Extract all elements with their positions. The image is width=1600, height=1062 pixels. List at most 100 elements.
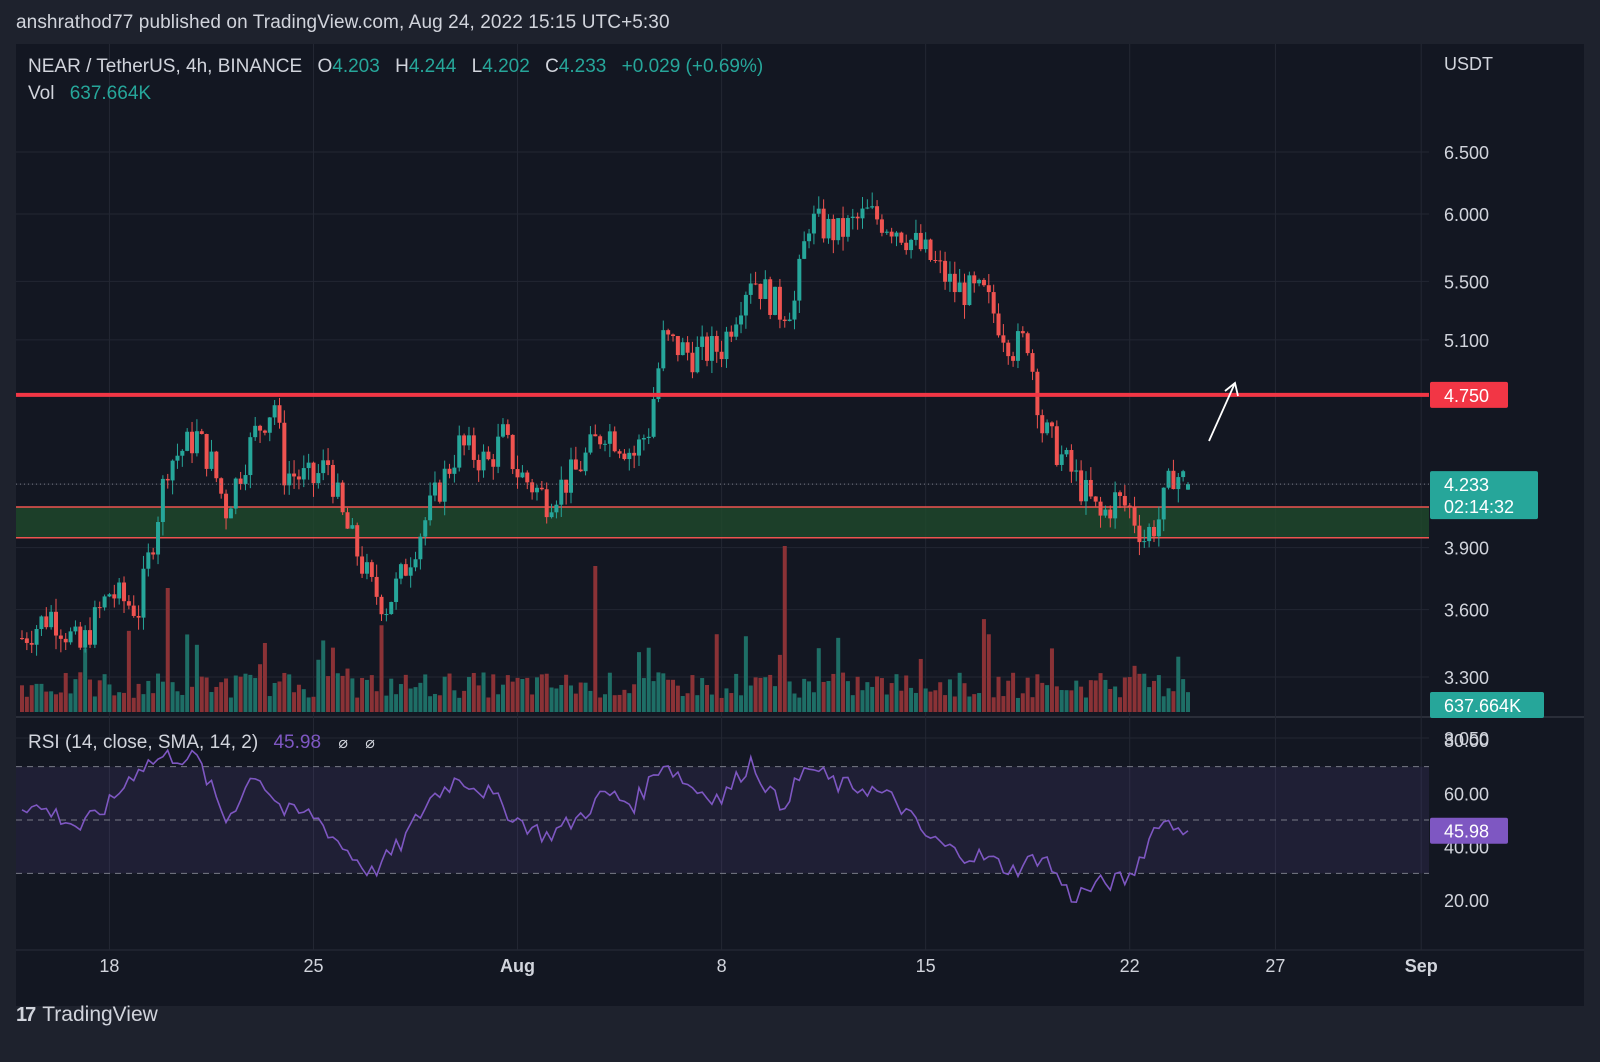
candle-body[interactable]	[34, 629, 39, 645]
candle-body[interactable]	[1040, 415, 1045, 434]
candle-body[interactable]	[559, 479, 564, 505]
candle-body[interactable]	[20, 638, 24, 640]
candle-body[interactable]	[476, 459, 481, 471]
candle-body[interactable]	[253, 425, 258, 438]
candle-body[interactable]	[1161, 487, 1166, 520]
visibility-icon[interactable]: ⌀	[365, 735, 375, 752]
candle-body[interactable]	[539, 487, 544, 490]
candle-body[interactable]	[151, 552, 156, 555]
candle-body[interactable]	[705, 336, 710, 361]
candle-body[interactable]	[1137, 525, 1142, 543]
candle-body[interactable]	[112, 594, 117, 599]
candle-body[interactable]	[1132, 506, 1137, 526]
candle-body[interactable]	[1006, 342, 1011, 357]
candle-body[interactable]	[481, 451, 486, 471]
candle-body[interactable]	[1054, 426, 1059, 465]
candle-body[interactable]	[398, 564, 403, 579]
candle-body[interactable]	[54, 611, 59, 636]
candle-body[interactable]	[748, 283, 753, 295]
candle-body[interactable]	[763, 279, 768, 299]
symbol-label[interactable]: NEAR / TetherUS, 4h, BINANCE	[28, 56, 303, 77]
candle-body[interactable]	[637, 439, 642, 456]
candle-body[interactable]	[938, 260, 943, 262]
candle-body[interactable]	[29, 642, 34, 645]
candle-body[interactable]	[695, 346, 700, 373]
candle-body[interactable]	[1108, 509, 1113, 519]
candle-body[interactable]	[986, 285, 991, 293]
candle-body[interactable]	[734, 324, 739, 337]
candle-body[interactable]	[442, 468, 447, 502]
candle-body[interactable]	[836, 218, 841, 241]
candle-body[interactable]	[967, 275, 972, 306]
candle-body[interactable]	[933, 259, 938, 261]
candle-body[interactable]	[845, 217, 850, 237]
candle-body[interactable]	[78, 626, 83, 648]
candle-body[interactable]	[175, 455, 180, 461]
candle-body[interactable]	[1147, 526, 1152, 542]
candle-body[interactable]	[860, 208, 865, 219]
candle-body[interactable]	[170, 460, 175, 481]
candle-body[interactable]	[330, 464, 335, 497]
candle-body[interactable]	[199, 431, 204, 435]
candle-body[interactable]	[617, 451, 622, 454]
candle-body[interactable]	[88, 630, 93, 645]
candle-body[interactable]	[1049, 422, 1054, 427]
candle-body[interactable]	[685, 342, 690, 353]
candle-body[interactable]	[544, 489, 549, 518]
candle-body[interactable]	[1011, 356, 1016, 361]
candle-body[interactable]	[1156, 519, 1161, 537]
candle-body[interactable]	[719, 351, 724, 360]
candle-body[interactable]	[437, 482, 442, 502]
candle-body[interactable]	[311, 462, 316, 484]
candle-body[interactable]	[816, 208, 821, 214]
candle-body[interactable]	[63, 638, 68, 643]
candle-body[interactable]	[651, 399, 656, 437]
chart-frame[interactable]: USDT 6.500 6.000 5.500 5.100 3.900 3.600 3.300 3…	[16, 44, 1584, 1006]
candle-body[interactable]	[918, 232, 923, 250]
candle-body[interactable]	[296, 476, 301, 480]
candle-body[interactable]	[850, 216, 855, 218]
candle-body[interactable]	[826, 218, 831, 239]
candle-body[interactable]	[739, 315, 744, 325]
candle-body[interactable]	[875, 206, 880, 220]
candle-body[interactable]	[345, 512, 350, 529]
candle-body[interactable]	[432, 482, 437, 496]
candle-body[interactable]	[962, 282, 967, 306]
candle-body[interactable]	[418, 536, 423, 560]
candle-body[interactable]	[675, 336, 680, 356]
candle-body[interactable]	[496, 436, 501, 467]
candle-body[interactable]	[588, 434, 593, 453]
candle-body[interactable]	[326, 460, 331, 465]
candle-body[interactable]	[180, 450, 185, 456]
candle-body[interactable]	[1069, 450, 1074, 472]
candle-body[interactable]	[525, 472, 530, 483]
candle-body[interactable]	[1064, 450, 1069, 455]
candle-body[interactable]	[1166, 470, 1171, 488]
candle-body[interactable]	[671, 334, 676, 337]
candle-body[interactable]	[758, 283, 763, 299]
candle-body[interactable]	[1079, 470, 1084, 502]
candle-body[interactable]	[1083, 479, 1088, 502]
candle-body[interactable]	[466, 435, 471, 446]
candle-body[interactable]	[238, 478, 243, 484]
candle-body[interactable]	[1117, 492, 1122, 496]
candle-body[interactable]	[224, 493, 229, 519]
candle-body[interactable]	[578, 469, 583, 472]
candle-body[interactable]	[1059, 454, 1064, 465]
resistance-price-badge[interactable]	[1430, 381, 1508, 408]
candle-body[interactable]	[491, 459, 496, 467]
candle-body[interactable]	[831, 218, 836, 241]
candle-body[interactable]	[952, 273, 957, 293]
candle-body[interactable]	[83, 630, 88, 648]
candle-body[interactable]	[943, 260, 948, 282]
candle-body[interactable]	[505, 424, 510, 435]
volume-badge[interactable]	[1430, 692, 1544, 718]
candle-body[interactable]	[190, 431, 195, 454]
candle-body[interactable]	[729, 331, 734, 337]
candle-body[interactable]	[1015, 331, 1020, 361]
candle-body[interactable]	[102, 596, 107, 608]
candle-body[interactable]	[262, 430, 267, 433]
candle-body[interactable]	[44, 616, 49, 628]
candle-body[interactable]	[1142, 541, 1147, 543]
candle-body[interactable]	[709, 336, 714, 361]
